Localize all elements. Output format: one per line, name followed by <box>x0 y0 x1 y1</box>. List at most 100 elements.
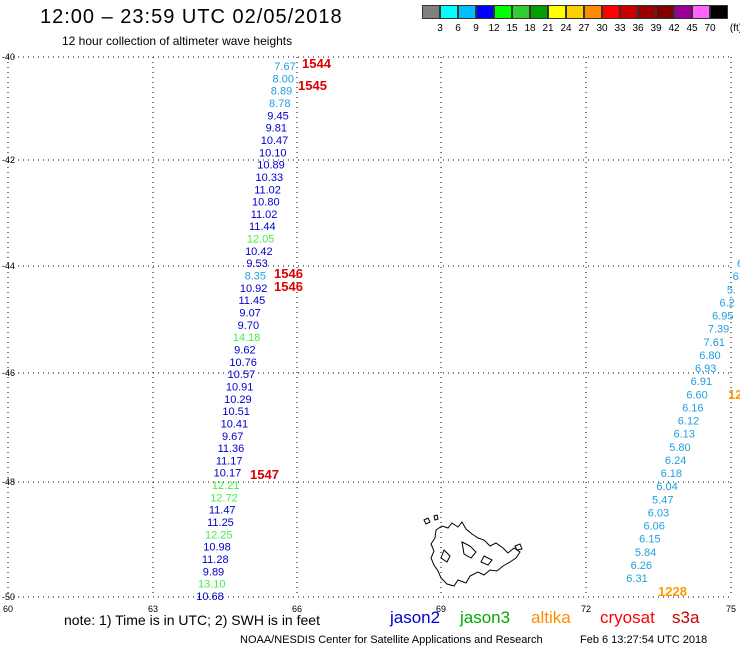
scale-label: 42 <box>668 23 680 34</box>
kerguelen-coastline <box>423 514 523 587</box>
wave-height-value: 10.33 <box>256 172 284 184</box>
scale-swatch <box>422 5 440 19</box>
wave-height-value: 11.44 <box>249 221 276 233</box>
scale-swatch <box>620 5 638 19</box>
wave-height-value: 9.53 <box>246 258 267 270</box>
scale-label: 30 <box>596 23 608 34</box>
wave-height-value: 6.16 <box>682 402 703 414</box>
lon-label: 66 <box>291 604 303 614</box>
wave-height-value: 6 <box>737 258 740 270</box>
scale-swatch <box>584 5 602 19</box>
wave-height-value: 12.25 <box>205 529 233 541</box>
wave-height-value: 5. <box>727 284 736 296</box>
scale-swatch <box>602 5 620 19</box>
wave-height-value: 5.80 <box>669 442 690 454</box>
wave-height-value: 6.26 <box>631 560 652 572</box>
wave-height-value: 10.98 <box>203 542 231 554</box>
wave-height-value: 10.42 <box>245 246 273 258</box>
scale-label: 15 <box>506 23 518 34</box>
wave-height-value: 6.15 <box>639 534 660 546</box>
wave-height-value: 10.51 <box>222 406 250 418</box>
wave-height-value: 6 <box>733 271 739 283</box>
wave-height-value: 12.72 <box>210 492 238 504</box>
wave-height-value: 9.67 <box>222 431 243 443</box>
wave-height-value: 6.03 <box>648 507 669 519</box>
wave-height-value: 12.21 <box>212 480 240 492</box>
wave-height-value: 6.04 <box>656 481 677 493</box>
wave-height-value: 6.31 <box>626 573 647 585</box>
scale-swatch <box>440 5 458 19</box>
wave-height-value: 13.10 <box>198 579 226 591</box>
lat-label: -46 <box>2 368 16 378</box>
scale-unit: (ft) <box>729 23 740 34</box>
scale-label: 27 <box>578 23 590 34</box>
wave-height-value: 10.89 <box>257 160 285 172</box>
wave-height-value: 11.17 <box>216 455 243 467</box>
scale-label: 36 <box>632 23 644 34</box>
scale-swatch <box>692 5 710 19</box>
lon-label: 63 <box>147 604 159 614</box>
wave-height-value: 9.89 <box>203 566 224 578</box>
wave-height-value: 6.91 <box>691 376 712 388</box>
map-subtitle: 12 hour collection of altimeter wave hei… <box>62 34 293 48</box>
scale-swatch <box>638 5 656 19</box>
scale-label: 24 <box>560 23 572 34</box>
wave-height-value: 11.28 <box>202 554 229 566</box>
wave-height-value: 6.18 <box>661 468 682 480</box>
wave-height-value: 7.39 <box>708 324 729 336</box>
wave-height-value: 9.45 <box>267 110 288 122</box>
wave-height-value: 11.47 <box>209 505 236 517</box>
wave-height-value: 6.2 <box>719 297 734 309</box>
wave-height-value: 7.67 <box>274 61 295 73</box>
wave-height-value: 11.25 <box>207 517 234 529</box>
lon-label: 72 <box>580 604 592 614</box>
wave-height-value: 11.02 <box>254 184 281 196</box>
wave-height-value: 10.57 <box>228 369 256 381</box>
map-grid <box>7 56 732 598</box>
wave-height-value: 5.84 <box>635 547 656 559</box>
legend-s3a: s3a <box>672 608 700 627</box>
generated-timestamp: Feb 6 13:27:54 UTC 2018 <box>580 634 708 646</box>
wave-height-value: 10.80 <box>252 197 280 209</box>
legend-cryosat: cryosat <box>600 608 655 627</box>
wave-height-value: 10.91 <box>226 381 254 393</box>
wave-height-value: 6.80 <box>699 350 720 362</box>
scale-swatch <box>710 5 728 19</box>
scale-swatch <box>548 5 566 19</box>
wave-height-value: 5.47 <box>652 494 673 506</box>
altika-track: 665.6.26.957.397.616.806.936.916.606.166… <box>626 258 740 585</box>
pass-time-label: 1545 <box>298 78 327 93</box>
scale-swatch <box>512 5 530 19</box>
scale-label: 12 <box>488 23 500 34</box>
pass-time-label: 12 <box>728 387 740 402</box>
lon-label: 69 <box>435 604 447 614</box>
wave-height-value: 10.68 <box>196 591 224 603</box>
wave-height-value: 8.89 <box>271 86 292 98</box>
scale-label: 18 <box>524 23 536 34</box>
wave-height-value: 9.07 <box>239 308 260 320</box>
wave-height-value: 6.95 <box>712 311 733 323</box>
wave-height-value: 7.61 <box>704 337 725 349</box>
scale-label: 33 <box>614 23 626 34</box>
scale-label: 45 <box>686 23 698 34</box>
wave-height-value: 8.00 <box>273 73 294 85</box>
pass-time-label: 1546 <box>274 266 303 281</box>
lon-label: 75 <box>725 604 737 614</box>
wave-height-value: 10.17 <box>214 468 242 480</box>
scale-swatch <box>566 5 584 19</box>
wave-height-value: 10.29 <box>224 394 252 406</box>
units-note: note: 1) Time is in UTC; 2) SWH is in fe… <box>64 612 320 628</box>
wave-height-value: 9.70 <box>238 320 259 332</box>
scale-label: 21 <box>542 23 554 34</box>
scale-label: 9 <box>473 23 479 34</box>
wave-height-value: 6.06 <box>643 521 664 533</box>
pass-time-label: 1544 <box>302 56 332 71</box>
wave-height-value: 6.13 <box>673 429 694 441</box>
wave-height-value: 6.12 <box>678 416 699 428</box>
legend-jason2: jason2 <box>390 608 441 627</box>
scale-swatch <box>476 5 494 19</box>
wave-height-value: 11.45 <box>239 295 266 307</box>
wave-height-value: 6.60 <box>686 389 707 401</box>
lat-label: -48 <box>2 477 16 487</box>
